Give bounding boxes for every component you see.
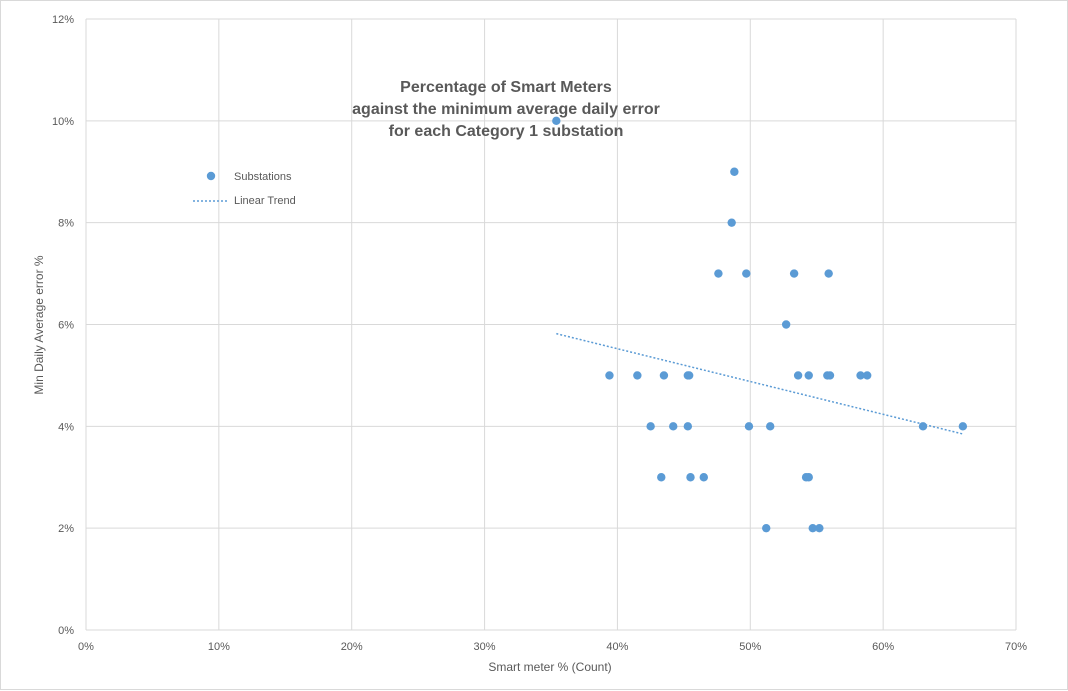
chart-title-line-3: for each Category 1 substation: [389, 123, 624, 140]
trend-line-layer: [556, 332, 964, 435]
x-tick-label: 30%: [474, 641, 496, 653]
data-point-19: [646, 422, 655, 431]
data-point-13: [793, 371, 803, 380]
data-point-12: [684, 371, 694, 380]
chart-title-line-1: Percentage of Smart Meters: [400, 79, 612, 96]
y-tick-label: 8%: [58, 218, 74, 230]
x-tick-label: 10%: [208, 641, 230, 653]
data-point-16: [825, 371, 835, 380]
data-point-31: [762, 523, 771, 533]
data-point-0: [552, 116, 561, 126]
data-point-28: [699, 473, 708, 482]
data-point-26: [657, 473, 666, 482]
data-point-9: [633, 371, 642, 380]
data-point-6: [824, 269, 833, 278]
data-point-30: [804, 473, 813, 482]
data-point-22: [744, 422, 754, 431]
x-axis-title: Smart meter % (Count): [488, 660, 611, 674]
x-tick-label: 70%: [1005, 641, 1027, 653]
data-point-32: [808, 523, 817, 533]
data-point-23: [766, 422, 775, 431]
legend-label-linear-trend: Linear Trend: [234, 195, 296, 207]
data-point-4: [742, 269, 751, 278]
data-point-27: [686, 473, 695, 482]
legend-label-substations: Substations: [234, 171, 292, 183]
data-point-20: [669, 422, 678, 431]
data-point-24: [918, 422, 928, 431]
x-axis-ticks: 0% 10% 20% 30% 40% 50% 60% 70%: [78, 641, 1027, 653]
data-point-18: [863, 371, 872, 380]
chart-title-line-2: against the minimum average daily error: [352, 101, 660, 118]
grid-lines: [85, 18, 1017, 631]
y-tick-label: 4%: [58, 421, 74, 433]
data-point-33: [815, 523, 824, 533]
y-tick-label: 2%: [58, 523, 74, 535]
x-tick-label: 60%: [872, 641, 894, 653]
data-point-14: [804, 371, 813, 380]
y-tick-label: 10%: [52, 116, 74, 128]
y-axis-title: Min Daily Average error %: [32, 255, 46, 394]
legend-marker-substations: [206, 171, 216, 181]
y-tick-label: 0%: [58, 625, 74, 637]
y-axis-ticks: 0% 2% 4% 6% 8% 10% 12%: [52, 14, 74, 637]
data-point-17: [856, 371, 865, 380]
x-tick-label: 0%: [78, 641, 94, 653]
x-tick-label: 20%: [341, 641, 363, 653]
data-point-10: [659, 371, 669, 380]
x-tick-label: 40%: [606, 641, 628, 653]
data-point-7: [781, 320, 791, 329]
data-point-2: [727, 218, 736, 227]
y-tick-label: 12%: [52, 14, 74, 26]
data-point-3: [714, 269, 723, 278]
data-points: [552, 116, 968, 533]
data-point-21: [683, 422, 693, 431]
x-tick-label: 50%: [739, 641, 761, 653]
data-point-5: [789, 269, 799, 278]
data-point-1: [730, 167, 739, 176]
data-point-25: [958, 422, 968, 431]
data-point-8: [605, 371, 614, 380]
legend: Substations Linear Trend: [193, 171, 296, 207]
y-tick-label: 6%: [58, 320, 74, 332]
trend-line: [556, 332, 964, 435]
chart-title: Percentage of Smart Meters against the mi…: [352, 79, 660, 140]
